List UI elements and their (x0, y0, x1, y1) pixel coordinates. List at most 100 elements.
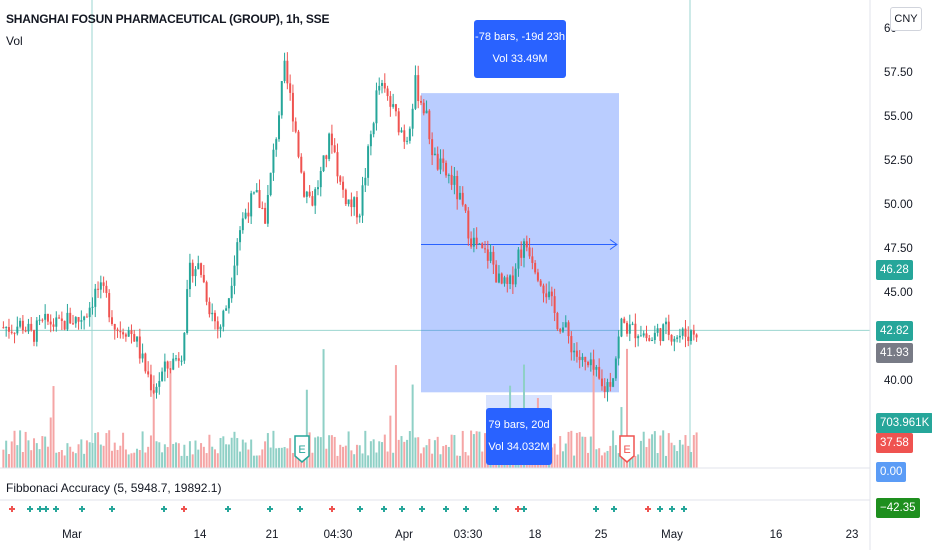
volume-bar (350, 450, 353, 468)
volume-bar (690, 452, 693, 468)
candle-body (339, 176, 342, 182)
candle-body (241, 218, 244, 231)
candle-body (428, 110, 431, 140)
volume-bar (564, 443, 567, 468)
candle-body (305, 191, 308, 197)
candle-body (564, 322, 567, 328)
candle-body (97, 288, 100, 290)
candle-body (19, 320, 22, 327)
volume-bar (266, 433, 269, 468)
volume-bar (670, 442, 673, 468)
candle-body (342, 181, 345, 190)
volume-bar (389, 415, 392, 468)
candle-body (300, 156, 303, 173)
candle-body (350, 199, 353, 208)
candle-body (355, 197, 358, 218)
volume-bar (197, 449, 200, 468)
candle-body (147, 371, 150, 375)
volume-bar (264, 441, 267, 468)
candle-body (5, 327, 8, 329)
candle-body (52, 324, 55, 327)
candle-body (16, 326, 19, 334)
candle-body (606, 382, 609, 392)
candle-body (33, 330, 36, 342)
time-axis[interactable]: Mar 14 21 04:30 Apr 03:30 18 25 May 16 23 (62, 529, 858, 541)
candle-body (419, 101, 422, 103)
volume-bar (169, 360, 172, 468)
volume-bar (35, 443, 38, 468)
candle-body (475, 237, 478, 245)
volume-bar (60, 450, 63, 468)
candle-body (280, 81, 283, 116)
volume-bar (74, 453, 77, 468)
indicator-badge-zero: 0.00 (876, 462, 907, 482)
volume-bar (642, 431, 645, 468)
candle-body (464, 204, 467, 211)
earnings-event-1[interactable]: E (619, 435, 635, 463)
volume-bar (97, 432, 100, 468)
currency-button[interactable]: CNY (890, 7, 922, 31)
volume-bar (175, 442, 177, 468)
volume-bar (553, 443, 556, 468)
candle-body (236, 242, 239, 266)
candle-body (269, 172, 272, 196)
vertical-guides (0, 0, 870, 468)
volume-bar (328, 435, 331, 468)
candle-body (637, 336, 640, 339)
candle-body (392, 104, 395, 107)
candle-body (21, 320, 24, 331)
candle-body (678, 335, 681, 338)
candle-body (49, 321, 52, 325)
candle-body (264, 207, 267, 224)
candle-body (417, 75, 420, 102)
candle-body (425, 110, 428, 114)
candle-body (91, 306, 94, 308)
volume-bar (687, 445, 690, 468)
measure-top-volume: Vol 33.49M (492, 53, 548, 65)
candle-body (692, 330, 695, 335)
candle-body (44, 313, 47, 320)
volume-bar (678, 439, 681, 468)
candle-body (58, 317, 61, 319)
candle-body (414, 75, 417, 109)
candle-body (595, 366, 598, 370)
volume-bar (255, 455, 258, 468)
volume-bar (411, 384, 414, 468)
price-tick-label: 52.50 (884, 155, 913, 167)
volume-bar (10, 441, 13, 468)
volume-bar (589, 436, 592, 468)
candle-body (330, 133, 333, 146)
candle-body (378, 85, 381, 91)
volume-bar (681, 444, 684, 468)
volume-bar (27, 440, 30, 468)
volume-bar (138, 450, 141, 468)
volume-bar (94, 432, 97, 468)
volume-bar (587, 452, 590, 468)
candle-body (177, 358, 180, 361)
candle-body (503, 277, 506, 284)
volume-bar (606, 450, 609, 468)
candle-body (233, 265, 236, 286)
volume-bar (200, 443, 203, 468)
candle-body (492, 251, 495, 265)
volume-bar (584, 436, 587, 468)
volume-bar (314, 437, 317, 468)
candle-body (180, 360, 183, 362)
volume-bar (598, 448, 601, 468)
candle-body (617, 336, 620, 359)
volume-bar (676, 451, 679, 468)
volume-bar (278, 447, 281, 468)
earnings-event-0[interactable]: E (294, 435, 310, 463)
volume-bar (417, 437, 420, 468)
volume-bar (21, 452, 24, 468)
candle-body (219, 326, 222, 330)
volume-bar (225, 444, 228, 468)
volume-bar (419, 453, 422, 468)
candle-body (71, 323, 74, 325)
candle-body (450, 174, 453, 185)
candle-body (13, 332, 16, 334)
candle-body (119, 330, 122, 333)
candle-body (7, 327, 10, 332)
